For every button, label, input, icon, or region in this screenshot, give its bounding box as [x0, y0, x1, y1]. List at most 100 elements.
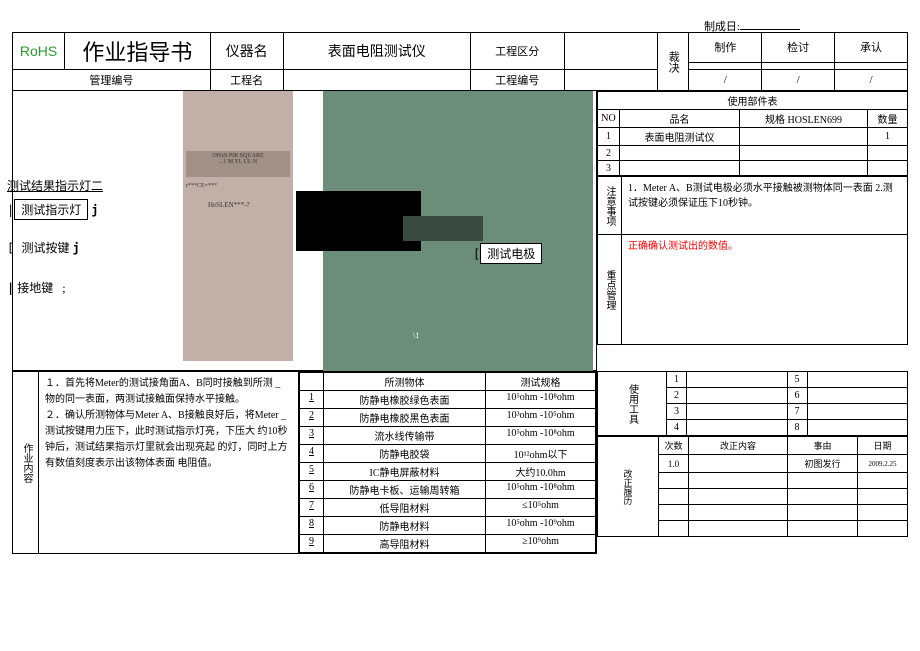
rev-cell: [788, 521, 858, 537]
rev-cell: 初图发行: [788, 455, 858, 473]
parts-title: 使用部件表: [598, 92, 908, 110]
tools-cell: 3: [667, 404, 687, 420]
tools-cell: [807, 372, 908, 388]
rev-cell: [858, 505, 908, 521]
tools-table: 使用工具 1 5 2 6 3 7 4 8: [597, 371, 908, 436]
instrument-name: 表面电阻测试仪: [283, 33, 470, 70]
device-diagram: OHxS PIR SQUARE ...1 M YL UL N r***CE=**…: [13, 91, 596, 370]
mgmt-no-label: 管理编号: [13, 70, 211, 91]
check-label: 检讨: [762, 33, 835, 63]
parts-col-qty: 数量: [868, 110, 908, 128]
tools-label: 使用工具: [598, 372, 667, 436]
notes-table: 注意事项 1．Meter A、B测试电极必须水平接触被测物体同一表面 2.测试按…: [597, 176, 908, 345]
parts-cell: 3: [598, 161, 620, 176]
parts-cell: [620, 161, 740, 176]
tools-cell: 4: [667, 420, 687, 436]
label-result-indicator: 测试结果指示灯二: [7, 177, 103, 194]
parts-col-spec: 规格 HOSLEN699: [740, 110, 868, 128]
tools-cell: [687, 420, 788, 436]
label-ground-key: | 接地键 ;: [7, 279, 66, 296]
sig-slash-3: /: [835, 70, 908, 91]
spec-col-blank: [300, 373, 324, 391]
rev-cell: [858, 489, 908, 505]
spec-col-obj: 所测物体: [324, 373, 486, 391]
spec-cell: 10⁵ohm -10⁸ohm: [486, 481, 596, 499]
meter-text-2: HeSLEN***-?: [208, 201, 250, 209]
work-label: 作业内容: [13, 372, 39, 554]
spec-cell: ≥10⁹ohm: [486, 535, 596, 553]
spec-cell: 4: [300, 445, 324, 463]
tools-cell: [807, 404, 908, 420]
tools-cell: 8: [787, 420, 807, 436]
tools-cell: [687, 372, 788, 388]
spec-cell: 防静电橡胶黑色表面: [324, 409, 486, 427]
label-test-indicator: |测试指示灯 j: [7, 199, 98, 220]
rev-cell: [689, 455, 788, 473]
spec-cell: 9: [300, 535, 324, 553]
spec-cell: IC静电屏蔽材料: [324, 463, 486, 481]
check-value: [762, 62, 835, 69]
meter-body: [183, 91, 293, 361]
rev-col-date: 日期: [858, 437, 908, 455]
make-label: 制作: [689, 33, 762, 63]
rev-cell: [689, 505, 788, 521]
rev-col-times: 次数: [659, 437, 689, 455]
label-test-key: [ 测试按键 j: [7, 239, 80, 256]
tools-cell: 7: [787, 404, 807, 420]
rev-cell: 2009.2.25: [858, 455, 908, 473]
spec-cell: 8: [300, 517, 324, 535]
spec-cell: 低导阻材料: [324, 499, 486, 517]
tools-cell: [807, 420, 908, 436]
rev-cell: [689, 473, 788, 489]
spec-cell: 大约10.0hm: [486, 463, 596, 481]
meter-text-1: r***CE=***: [186, 183, 217, 189]
keypoint-text: 正确确认测试出的数值。: [622, 235, 908, 345]
tools-cell: [687, 404, 788, 420]
spec-cell: 10⁵ohm -10⁸ohm: [486, 427, 596, 445]
tools-cell: 1: [667, 372, 687, 388]
caution-text: 1．Meter A、B测试电极必须水平接触被测物体同一表面 2.测试按键必须保证…: [622, 177, 908, 235]
approve-value: [835, 62, 908, 69]
keypoint-label: 重点管理: [598, 235, 622, 345]
tools-cell: 2: [667, 388, 687, 404]
spec-cell: 2: [300, 409, 324, 427]
rev-cell: 1.0: [659, 455, 689, 473]
parts-table: 使用部件表 NO 品名 规格 HOSLEN699 数量 1表面电阻测试仪1 2 …: [597, 91, 908, 176]
parts-cell: [868, 146, 908, 161]
spec-cell: 3: [300, 427, 324, 445]
work-text: １．首先将Meter的测试接角面A、B同时接触到所测 _ 物的同一表面，两测试接…: [39, 372, 299, 554]
spec-cell: 防静电卡板、运输周转箱: [324, 481, 486, 499]
spec-cell: 10³ohm -10⁵ohm: [486, 409, 596, 427]
spec-cell: 防静电胶袋: [324, 445, 486, 463]
parts-cell: [620, 146, 740, 161]
spec-cell: 7: [300, 499, 324, 517]
parts-col-no: NO: [598, 110, 620, 128]
spec-cell: 5: [300, 463, 324, 481]
rev-cell: [659, 505, 689, 521]
parts-col-name: 品名: [620, 110, 740, 128]
spec-cell: 防静电橡胶绿色表面: [324, 391, 486, 409]
tools-cell: 6: [787, 388, 807, 404]
spec-cell: 10⁵ohm -10⁸ohm: [486, 391, 596, 409]
rev-cell: [689, 489, 788, 505]
approve-label: 承认: [835, 33, 908, 63]
spec-cell: 10⁵ohm -10⁹ohm: [486, 517, 596, 535]
process-div-value: [564, 33, 658, 70]
process-name-value: [283, 70, 470, 91]
parts-cell: 1: [598, 128, 620, 146]
rev-cell: [788, 489, 858, 505]
tools-cell: 5: [787, 372, 807, 388]
revision-table: 改正履历 次数 改正内容 事由 日期 1.0初图发行2009.2.25: [597, 436, 908, 537]
diagram-mark-1: \1: [413, 331, 419, 340]
spec-table: 所测物体测试规格 1防静电橡胶绿色表面10⁵ohm -10⁸ohm 2防静电橡胶…: [299, 372, 596, 553]
parts-cell: 表面电阻测试仪: [620, 128, 740, 146]
electrode-step: [403, 216, 483, 241]
process-name-label: 工程名: [210, 70, 283, 91]
work-content-table: 作业内容 １．首先将Meter的测试接角面A、B同时接触到所测 _ 物的同一表面…: [12, 371, 597, 554]
spec-cell: 流水线传输带: [324, 427, 486, 445]
rev-cell: [689, 521, 788, 537]
make-value: [689, 62, 762, 69]
parts-cell: [740, 128, 868, 146]
spec-cell: ≤10⁵ohm: [486, 499, 596, 517]
header-table: RoHS 作业指导书 仪器名 表面电阻测试仪 工程区分 裁决 制作 检讨 承认 …: [12, 32, 908, 91]
